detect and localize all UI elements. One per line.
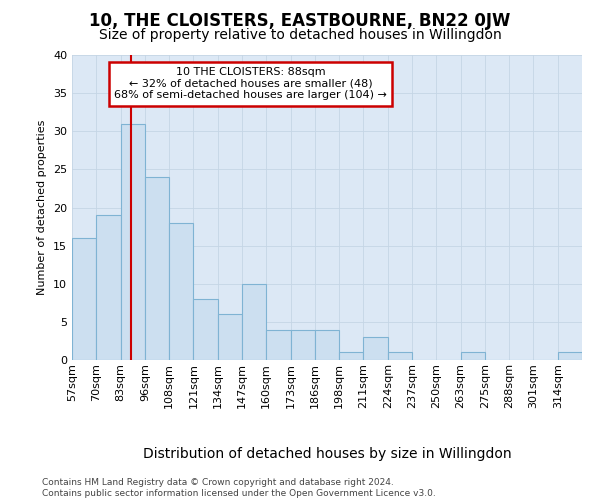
Bar: [169, 223, 193, 360]
Bar: [388, 352, 412, 360]
Bar: [558, 352, 582, 360]
Text: Size of property relative to detached houses in Willingdon: Size of property relative to detached ho…: [98, 28, 502, 42]
Bar: [266, 330, 290, 360]
Bar: [290, 330, 315, 360]
Bar: [461, 352, 485, 360]
Text: 10, THE CLOISTERS, EASTBOURNE, BN22 0JW: 10, THE CLOISTERS, EASTBOURNE, BN22 0JW: [89, 12, 511, 30]
Bar: [121, 124, 145, 360]
Bar: [218, 314, 242, 360]
Text: 10 THE CLOISTERS: 88sqm
← 32% of detached houses are smaller (48)
68% of semi-de: 10 THE CLOISTERS: 88sqm ← 32% of detache…: [114, 67, 387, 100]
Text: Contains HM Land Registry data © Crown copyright and database right 2024.
Contai: Contains HM Land Registry data © Crown c…: [42, 478, 436, 498]
Y-axis label: Number of detached properties: Number of detached properties: [37, 120, 47, 295]
Bar: [339, 352, 364, 360]
Bar: [315, 330, 339, 360]
Bar: [242, 284, 266, 360]
Bar: [364, 337, 388, 360]
Bar: [193, 299, 218, 360]
X-axis label: Distribution of detached houses by size in Willingdon: Distribution of detached houses by size …: [143, 447, 511, 461]
Bar: [72, 238, 96, 360]
Bar: [96, 215, 121, 360]
Bar: [145, 177, 169, 360]
